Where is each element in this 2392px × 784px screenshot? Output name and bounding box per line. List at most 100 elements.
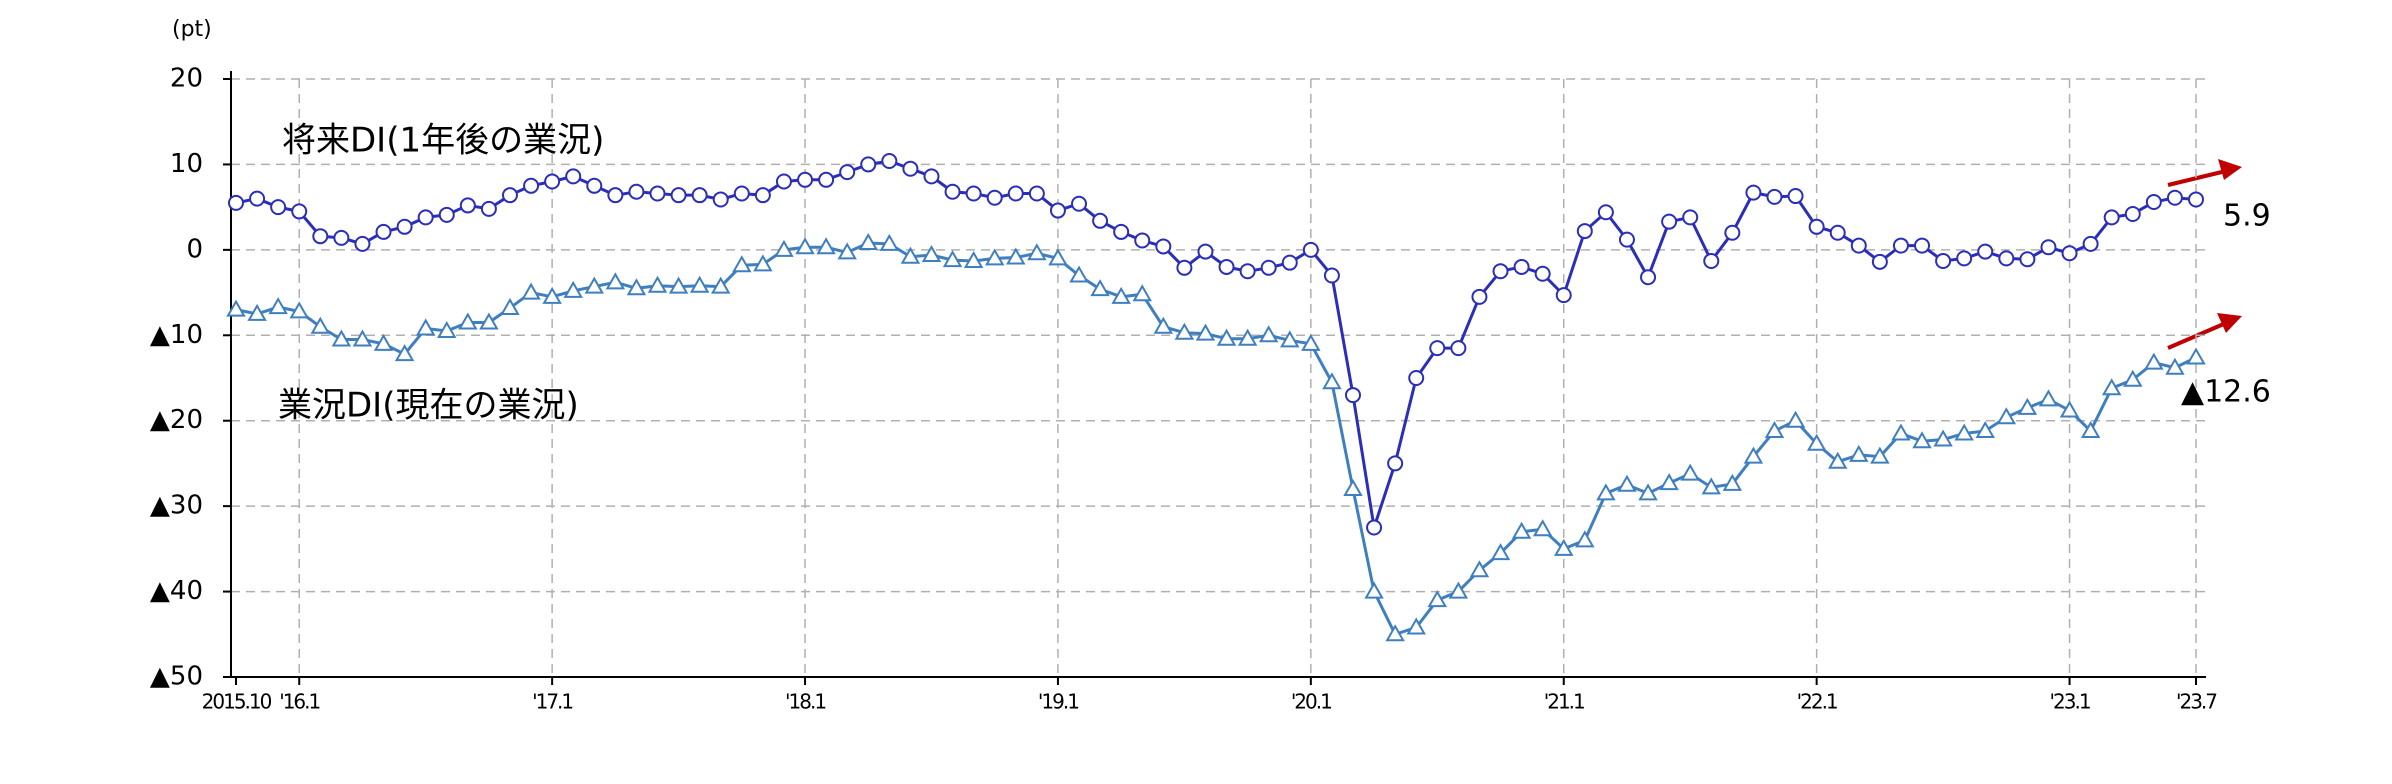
marker bbox=[1113, 223, 1130, 240]
marker bbox=[270, 199, 287, 216]
marker bbox=[1829, 224, 1846, 241]
marker bbox=[312, 228, 329, 245]
marker bbox=[1870, 446, 1890, 464]
marker bbox=[1134, 232, 1151, 249]
marker bbox=[1703, 252, 1720, 269]
marker bbox=[1007, 185, 1024, 202]
marker bbox=[1827, 451, 1848, 469]
marker bbox=[1933, 429, 1953, 447]
marker bbox=[544, 173, 561, 190]
marker bbox=[2101, 378, 2122, 396]
marker bbox=[1659, 473, 1679, 491]
x-tick-label: '23.7 bbox=[2176, 690, 2217, 714]
marker bbox=[2082, 235, 2099, 252]
marker bbox=[1492, 263, 1509, 280]
marker bbox=[1682, 209, 1699, 226]
y-tick-label: ▲40 bbox=[150, 576, 203, 606]
marker bbox=[879, 233, 900, 251]
marker bbox=[565, 168, 582, 185]
marker bbox=[2038, 389, 2059, 407]
marker bbox=[1787, 188, 1804, 205]
marker bbox=[2059, 400, 2080, 418]
marker bbox=[1280, 330, 1300, 348]
arrow-head bbox=[2218, 159, 2242, 180]
marker bbox=[942, 250, 963, 268]
marker bbox=[1408, 370, 1425, 386]
marker bbox=[774, 239, 794, 257]
x-tick-label: '19.1 bbox=[1038, 690, 1078, 714]
marker bbox=[521, 282, 541, 300]
marker bbox=[1387, 455, 1404, 472]
marker bbox=[394, 344, 415, 362]
x-tick-label: '23.1 bbox=[2050, 690, 2090, 714]
marker bbox=[860, 156, 877, 173]
x-tick-label: '22.1 bbox=[1797, 690, 1837, 714]
marker bbox=[1532, 519, 1553, 537]
x-tick-label: '20.1 bbox=[1291, 690, 1331, 714]
marker bbox=[1661, 213, 1678, 230]
x-tick-label: '16.1 bbox=[279, 690, 319, 714]
marker bbox=[2186, 347, 2206, 365]
marker bbox=[480, 200, 497, 217]
marker bbox=[1344, 387, 1361, 404]
marker bbox=[923, 168, 940, 185]
marker bbox=[1638, 483, 1658, 501]
marker bbox=[668, 276, 689, 294]
marker bbox=[1132, 284, 1152, 302]
marker bbox=[1554, 538, 1574, 556]
marker bbox=[984, 248, 1005, 266]
marker bbox=[310, 316, 331, 334]
marker bbox=[1575, 530, 1595, 548]
marker bbox=[479, 312, 499, 330]
marker bbox=[1871, 253, 1888, 270]
marker bbox=[1954, 423, 1974, 441]
marker bbox=[1785, 410, 1806, 428]
end-label: ▲12.6 bbox=[2181, 375, 2271, 410]
marker bbox=[1176, 259, 1193, 276]
marker bbox=[1576, 223, 1593, 240]
marker bbox=[2123, 369, 2143, 387]
marker bbox=[1701, 477, 1721, 495]
marker bbox=[1048, 248, 1068, 266]
marker bbox=[289, 301, 309, 319]
marker bbox=[881, 153, 898, 170]
x-tick-label: '21.1 bbox=[1544, 690, 1584, 714]
marker bbox=[1764, 420, 1785, 438]
marker bbox=[1490, 543, 1511, 561]
marker bbox=[2061, 245, 2078, 262]
marker bbox=[628, 183, 645, 200]
marker bbox=[1471, 288, 1488, 305]
marker bbox=[2103, 209, 2120, 226]
marker bbox=[2144, 352, 2164, 370]
marker bbox=[900, 246, 921, 264]
marker bbox=[396, 218, 413, 235]
marker bbox=[711, 276, 731, 294]
marker bbox=[1597, 204, 1614, 221]
marker bbox=[1427, 590, 1448, 608]
marker bbox=[417, 209, 434, 226]
marker bbox=[1469, 560, 1490, 578]
marker bbox=[542, 286, 562, 304]
marker bbox=[373, 333, 394, 351]
marker bbox=[670, 187, 687, 204]
marker bbox=[1323, 267, 1340, 284]
marker bbox=[1237, 328, 1258, 346]
marker bbox=[1745, 184, 1762, 201]
marker bbox=[1071, 195, 1088, 212]
marker bbox=[1912, 431, 1932, 449]
marker bbox=[858, 233, 878, 251]
marker bbox=[1766, 188, 1783, 205]
marker bbox=[2166, 189, 2183, 206]
marker bbox=[837, 242, 857, 260]
marker bbox=[375, 223, 392, 240]
marker bbox=[1155, 238, 1172, 255]
y-tick-label: 0 bbox=[186, 234, 203, 264]
marker bbox=[1260, 259, 1277, 276]
marker bbox=[2019, 251, 2036, 268]
arrow bbox=[2167, 169, 2227, 187]
marker bbox=[1322, 372, 1342, 390]
y-tick-label: ▲30 bbox=[150, 491, 203, 521]
y-tick-label: ▲50 bbox=[150, 662, 203, 692]
marker bbox=[1195, 323, 1216, 341]
marker bbox=[291, 203, 308, 220]
